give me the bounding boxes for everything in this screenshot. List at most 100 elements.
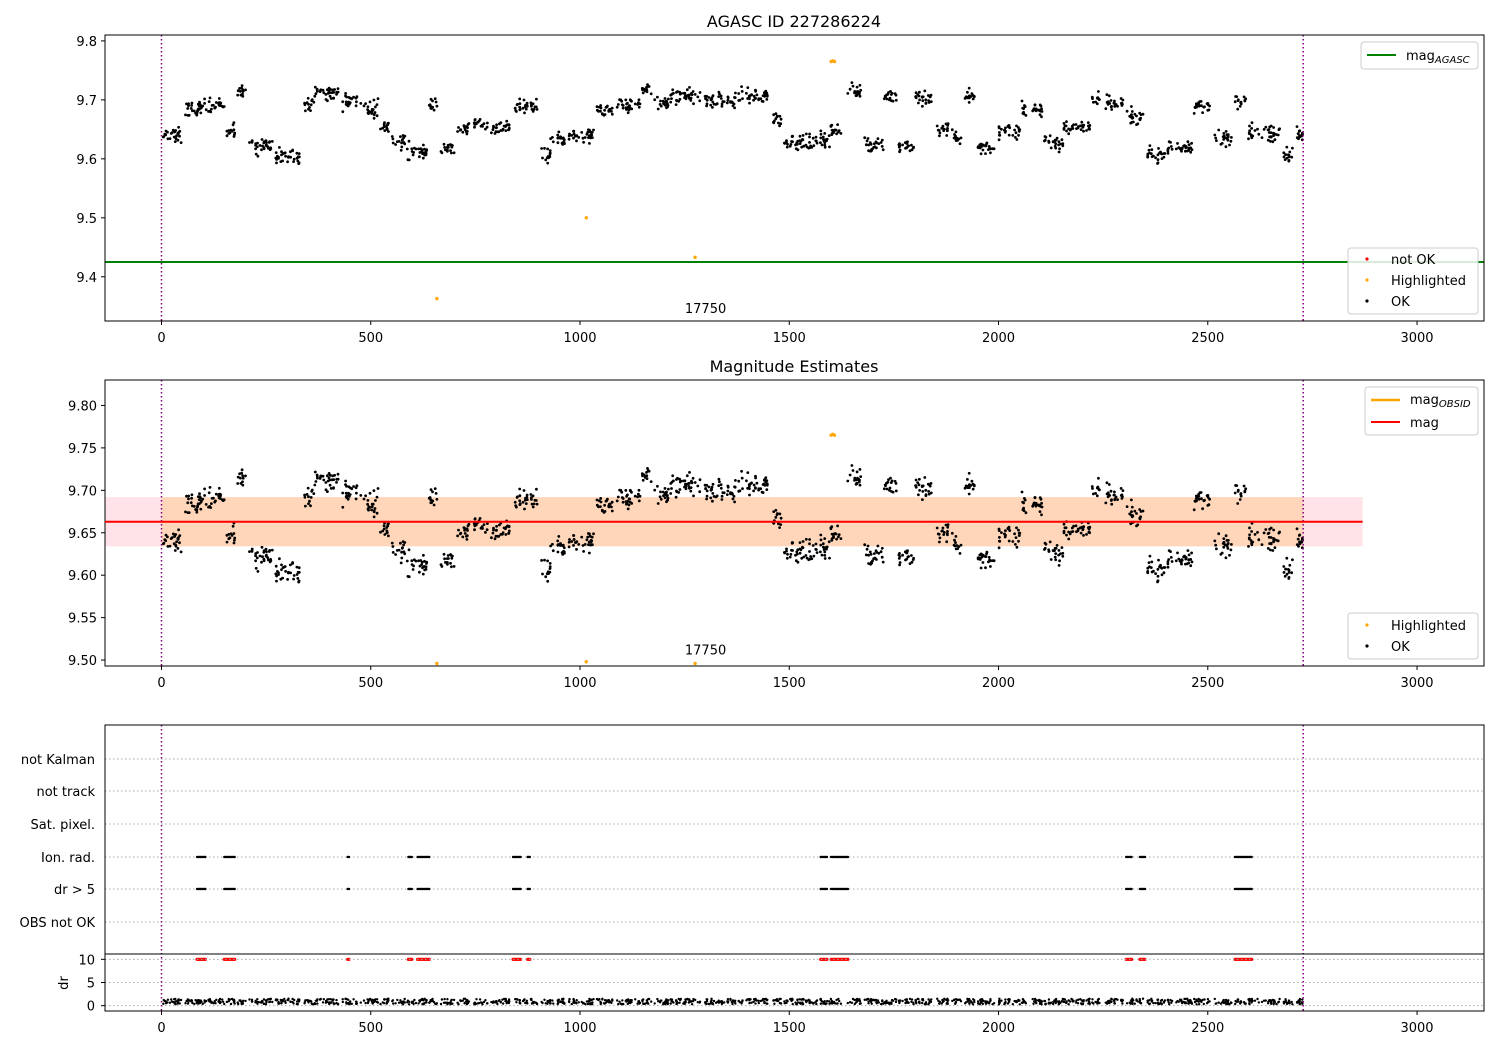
dr-point [638, 1001, 642, 1005]
dr-point [1023, 1001, 1027, 1004]
ok-point [1190, 560, 1194, 564]
dr-point [978, 1003, 981, 1006]
dr-point [1104, 1001, 1108, 1004]
ok-point [1189, 150, 1193, 154]
ok-point [442, 142, 446, 146]
ok-point [484, 127, 487, 131]
ok-point [486, 121, 489, 125]
ok-point [1023, 105, 1027, 108]
ok-point [493, 537, 497, 541]
ok-point [1067, 537, 1071, 541]
ok-point [659, 497, 663, 501]
ok-point [1201, 111, 1204, 114]
dr-point [201, 1002, 204, 1006]
ok-point [626, 111, 630, 115]
ok-point [1061, 551, 1065, 555]
dr-point [1187, 1002, 1190, 1005]
ok-point [1226, 547, 1230, 550]
ok-point [229, 532, 233, 536]
ok-point [457, 126, 460, 129]
ok-point [449, 561, 452, 565]
ok-point [309, 109, 312, 112]
ok-point [307, 502, 310, 506]
ok-point [400, 138, 404, 142]
ok-point [1014, 136, 1017, 139]
flag-point [410, 855, 413, 859]
ok-point [533, 105, 537, 109]
ok-point [953, 133, 956, 136]
ok-point [624, 489, 628, 492]
ok-point [748, 487, 751, 490]
ok-point [1004, 126, 1007, 130]
ok-point [627, 497, 631, 501]
dr-point [819, 999, 823, 1002]
ok-point [572, 534, 576, 537]
ok-point [1065, 120, 1068, 123]
ok-point [801, 540, 805, 543]
dr-point [349, 1002, 352, 1005]
ok-point [1107, 483, 1111, 486]
ok-point [411, 568, 415, 571]
ok-point [865, 547, 869, 551]
ok-point [1177, 146, 1181, 150]
ok-point [1285, 556, 1289, 560]
ok-point [1297, 129, 1301, 133]
ok-point [1095, 486, 1099, 490]
dr-point [1148, 999, 1151, 1002]
dr-point [166, 1001, 169, 1004]
ok-point [808, 141, 811, 144]
dr-point [675, 1000, 678, 1003]
ok-point [908, 149, 912, 153]
ok-point [292, 574, 296, 577]
dr-point [723, 1001, 726, 1004]
ok-point [1174, 559, 1178, 563]
ok-point [1159, 152, 1163, 155]
ok-point [690, 92, 693, 95]
not-ok-point [1250, 957, 1254, 961]
dr-point [1186, 999, 1190, 1002]
ok-point [885, 487, 889, 491]
ok-point [726, 484, 730, 488]
ok-point [1004, 129, 1007, 133]
ok-point [482, 122, 486, 125]
ok-point [755, 93, 759, 97]
ok-point [450, 151, 453, 155]
dr-point [785, 1001, 788, 1005]
dr-point [828, 1000, 831, 1003]
ok-point [1269, 526, 1273, 530]
ok-point [292, 577, 295, 581]
ok-point [825, 547, 828, 551]
dr-point [863, 998, 866, 1001]
ok-point [904, 146, 907, 150]
x-tick-label: 1500 [773, 1021, 806, 1036]
ok-point [749, 94, 752, 97]
dr-point [916, 997, 919, 1001]
dr-point [636, 1002, 639, 1005]
ok-point [232, 128, 236, 132]
ok-point [220, 498, 224, 501]
ok-point [678, 480, 682, 484]
ok-point [276, 154, 279, 158]
ok-point [417, 147, 420, 151]
ok-point [260, 560, 263, 564]
ok-point [1283, 574, 1287, 578]
ok-point [1053, 546, 1057, 550]
ok-point [207, 491, 211, 495]
dr-point [254, 999, 257, 1002]
x-tick-label: 500 [358, 331, 383, 346]
dr-point [396, 998, 399, 1002]
dr-point [406, 999, 410, 1002]
flag-point [846, 855, 850, 859]
dr-point [691, 999, 695, 1003]
ok-point [877, 551, 881, 555]
ok-point [274, 151, 278, 155]
ok-point [227, 537, 231, 541]
dr-point [808, 999, 811, 1002]
ok-point [1157, 147, 1160, 150]
ok-point [929, 482, 933, 485]
ok-point [1228, 143, 1231, 147]
flag-point [519, 887, 522, 891]
ok-point [1269, 135, 1273, 139]
ok-point [968, 96, 971, 100]
dr-point [712, 999, 716, 1003]
